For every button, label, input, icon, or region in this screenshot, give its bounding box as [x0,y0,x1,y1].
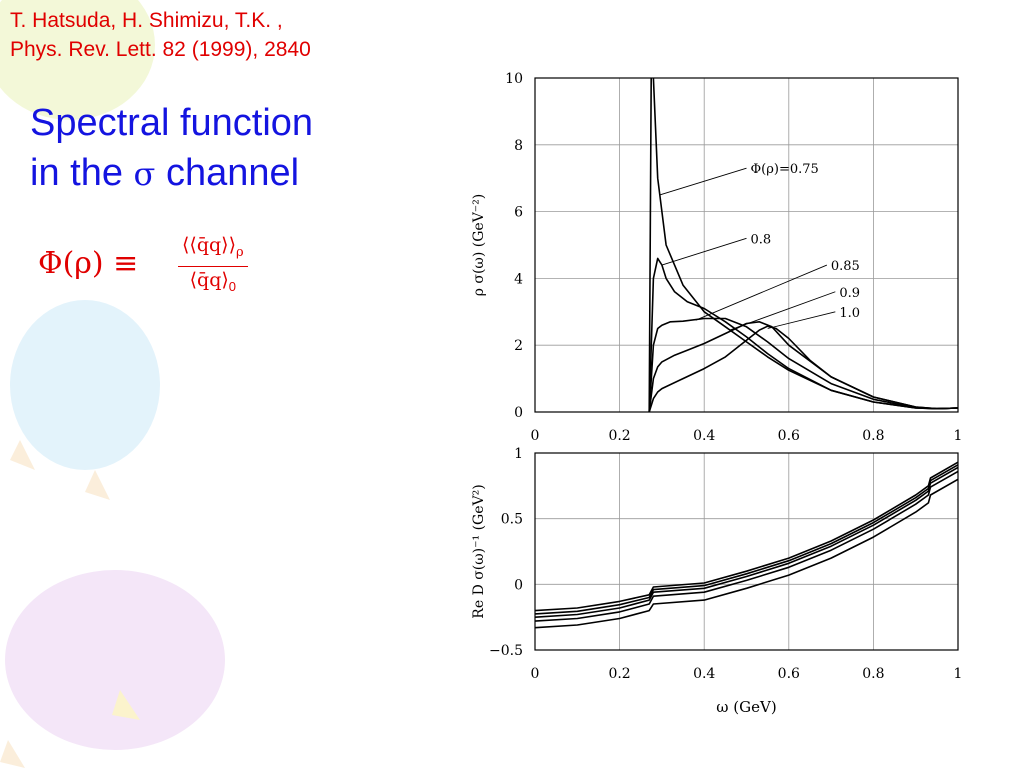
formula-denominator: ⟨q̄q⟩0 [178,267,248,300]
title-line-2: in the σ channel [30,148,313,199]
annotation-leader [661,237,747,266]
star-shape [0,740,25,768]
title-line-2-prefix: in the [30,152,123,194]
sigma-symbol: σ [133,155,156,193]
series-line-5 [648,325,958,412]
y-axis-label: ρ σ(ω) (GeV⁻²) [471,194,487,297]
title-line-2-suffix: channel [165,152,300,194]
x-tick-label: 1 [954,666,963,682]
y-tick-label: 0.5 [501,512,523,528]
star-shape [10,440,35,470]
citation: T. Hatsuda, H. Shimizu, T.K. , Phys. Rev… [10,6,311,64]
star-shape [85,470,110,500]
x-tick-label: 0.8 [862,428,884,444]
x-tick-label: 0.6 [778,428,800,444]
series-line-5 [535,478,958,629]
series-line-1 [648,78,958,412]
series-group [648,78,958,412]
y-tick-label: 6 [514,205,523,221]
slide-title: Spectral function in the σ channel [30,98,313,199]
y-tick-label: 0 [514,405,523,421]
x-tick-label: 1 [954,428,963,444]
plot-frame [534,77,959,413]
y-tick-label: 8 [514,138,523,154]
formula-denominator-sub: 0 [228,278,237,294]
x-tick-label: 0.6 [778,666,800,682]
annotation-label-3: 0.85 [831,259,860,274]
chart-panel-bottom: 0 0.2 0.4 0.6 0.8 1 −0.5 0 0.5 1 Re D σ(ω)⁻¹ (GeV²… [471,446,962,716]
y-tick-label: 4 [514,271,523,287]
annotation-label-5: 1.0 [839,306,860,321]
series-line-2 [535,464,958,615]
y-tick-label: 0 [514,577,523,593]
series-line-3 [535,466,958,618]
citation-line-2: Phys. Rev. Lett. 82 (1999), 2840 [10,38,311,61]
balloon-shape [5,570,225,750]
annotation-leader [729,291,836,331]
spectral-plot: 0 0.2 0.4 0.6 0.8 10246810Φ(ρ)=0.750.80.850.9… [471,71,963,716]
series-line-4 [535,470,958,622]
balloon-shape [10,300,160,470]
series-line-2 [648,257,958,412]
formula-numerator-text: ⟨⟨q̄q⟩⟩ [182,234,236,256]
x-axis-label: ω (GeV) [716,698,776,716]
star-shape [112,690,140,720]
series-line-1 [535,461,958,612]
formula-denominator-text: ⟨q̄q⟩ [189,268,229,291]
y-tick-label: 1 [514,446,523,462]
annotation-leader [767,311,836,329]
annotation-leader [659,167,747,196]
formula-fraction: ⟨⟨q̄q⟩⟩ρ ⟨q̄q⟩0 [178,232,248,300]
x-tick-label: 0.2 [608,666,630,682]
balloon-shape [0,0,155,120]
series-group [535,461,958,629]
formula-numerator-sub: ρ [235,244,244,260]
formula-lhs: Φ(ρ) ≡ [38,246,139,281]
plot-frame [534,452,959,651]
annotation-label-4: 0.9 [839,286,860,301]
x-tick-label: 0.4 [693,666,715,682]
y-tick-label: 10 [505,71,523,87]
y-tick-label: −0.5 [489,643,523,659]
annotation-label-1: Φ(ρ)=0.75 [751,162,819,177]
annotation-label-2: 0.8 [751,232,772,247]
title-line-1: Spectral function [30,102,314,144]
x-tick-label: 0 [531,428,540,444]
y-axis-label: Re D σ(ω)⁻¹ (GeV²) [471,484,487,618]
citation-line-1: T. Hatsuda, H. Shimizu, T.K. , [10,9,283,32]
x-tick-label: 0.2 [608,428,630,444]
y-tick-label: 2 [514,338,523,354]
x-tick-label: 0 [531,666,540,682]
annotation-leader [695,264,828,321]
x-tick-label: 0.8 [862,666,884,682]
chart-panel-top: 0 0.2 0.4 0.6 0.8 10246810Φ(ρ)=0.750.80.850.9… [471,71,963,444]
series-line-3 [648,317,958,412]
x-tick-label: 0.4 [693,428,715,444]
formula-numerator: ⟨⟨q̄q⟩⟩ρ [178,232,248,267]
